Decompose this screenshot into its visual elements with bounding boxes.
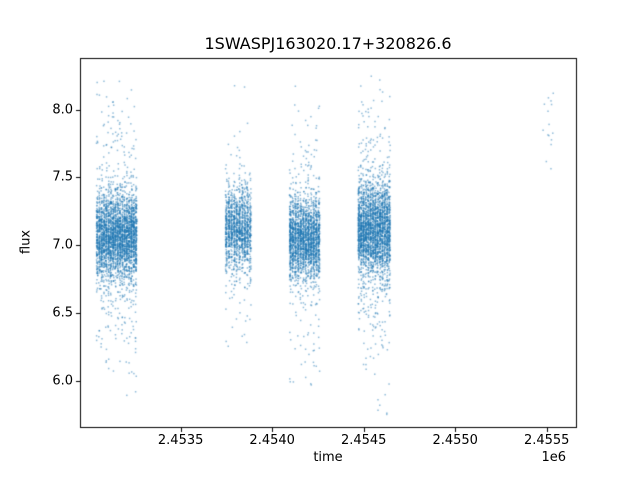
x-axis-offset-text: 1e6 — [541, 450, 566, 465]
x-axis-label: time — [313, 450, 343, 465]
x-tick-label: 2.4535 — [157, 433, 204, 448]
y-tick-label: 7.5 — [52, 169, 73, 185]
chart-title: 1SWASPJ163020.17+320826.6 — [204, 34, 452, 53]
y-tick-label: 7.0 — [52, 237, 73, 253]
y-tick-label: 6.5 — [52, 305, 73, 321]
x-tick-label: 2.4555 — [523, 433, 570, 448]
y-tick-label: 8.0 — [52, 102, 73, 118]
x-tick-label: 2.4550 — [432, 433, 478, 448]
x-tick-label: 2.4540 — [249, 433, 295, 448]
y-axis-label: flux — [18, 229, 34, 255]
y-tick-label: 6.0 — [52, 373, 73, 389]
x-tick-label: 2.4545 — [340, 433, 387, 448]
